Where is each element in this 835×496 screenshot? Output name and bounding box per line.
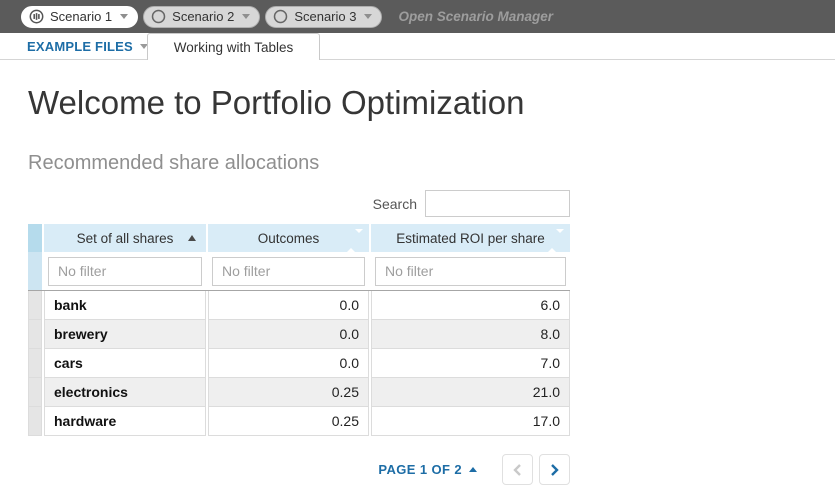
column-header-roi[interactable]: Estimated ROI per share [371,224,570,252]
table-body: bank 0.0 6.0 brewery 0.0 8.0 cars 0.0 7.… [28,291,570,436]
sort-both-icon [548,229,564,252]
page-title: Welcome to Portfolio Optimization [28,84,525,121]
row-gutter [28,349,42,378]
chevron-down-icon [364,14,373,19]
page-label: PAGE 1 OF 2 [378,462,462,477]
row-gutter [28,320,42,349]
chevron-up-icon [469,467,477,472]
filter-input-roi[interactable] [375,256,566,286]
section-title: Recommended share allocations [28,152,320,174]
example-files-menu[interactable]: EXAMPLE FILES [27,33,148,59]
column-label: Outcomes [257,230,320,246]
chevron-down-icon [120,14,129,19]
sort-ascending-icon [188,235,196,241]
cell-share-name: hardware [44,407,206,436]
open-scenario-manager-link[interactable]: Open Scenario Manager [398,9,554,24]
row-gutter [28,291,42,320]
filter-cell [208,252,369,290]
filter-cell [371,252,570,290]
example-files-label: EXAMPLE FILES [27,38,133,54]
table-row: electronics 0.25 21.0 [28,378,570,407]
tab-label: Working with Tables [173,39,294,55]
filter-cell [44,252,206,290]
column-label: Set of all shares [76,230,174,246]
table-row: bank 0.0 6.0 [28,291,570,320]
cell-share-name: brewery [44,320,206,349]
scenario-button[interactable]: Scenario 3 [265,5,383,28]
chevron-right-icon [551,463,559,476]
cell-roi: 7.0 [371,349,570,378]
scenario-loaded-icon [29,9,44,24]
cell-share-name: electronics [44,378,206,407]
cell-outcomes: 0.0 [208,349,369,378]
column-label: Estimated ROI per share [396,230,545,246]
cell-roi: 17.0 [371,407,570,436]
page-selector[interactable]: PAGE 1 OF 2 [378,462,477,477]
filter-gutter [28,252,42,290]
scenario-button[interactable]: Scenario 1 [21,5,139,28]
divider [601,58,605,59]
scenario-button[interactable]: Scenario 2 [143,5,261,28]
table-row: cars 0.0 7.0 [28,349,570,378]
search-row: Search [28,190,570,217]
row-gutter [28,378,42,407]
table-row: brewery 0.0 8.0 [28,320,570,349]
search-label: Search [372,195,417,212]
cell-share-name: bank [44,291,206,320]
row-gutter [28,407,42,436]
pagination: PAGE 1 OF 2 [28,454,570,485]
previous-page-button[interactable] [502,454,533,485]
cell-share-name: cars [44,349,206,378]
divider [719,58,723,59]
tab-bar: EXAMPLE FILES Working with Tables [0,33,835,60]
column-header-shares[interactable]: Set of all shares [44,224,206,252]
cell-outcomes: 0.0 [208,291,369,320]
next-page-button[interactable] [539,454,570,485]
cell-outcomes: 0.25 [208,378,369,407]
search-input[interactable] [425,190,570,217]
chevron-left-icon [513,463,521,476]
scenario-empty-icon [274,9,288,24]
filter-row [28,252,570,291]
chevron-down-icon [242,14,251,19]
scenario-label: Scenario 2 [172,9,235,24]
chevron-down-icon [139,43,148,49]
scenario-empty-icon [151,9,166,24]
filter-input-shares[interactable] [48,256,202,286]
header-gutter [28,224,42,252]
scenario-label: Scenario 3 [294,9,357,24]
cell-roi: 6.0 [371,291,570,320]
cell-outcomes: 0.25 [208,407,369,436]
cell-outcomes: 0.0 [208,320,369,349]
cell-roi: 21.0 [371,378,570,407]
scenario-label: Scenario 1 [50,9,113,24]
filter-input-outcomes[interactable] [212,256,365,286]
allocations-table: Set of all shares Outcomes Estimated ROI… [28,224,570,436]
column-header-outcomes[interactable]: Outcomes [208,224,369,252]
cell-roi: 8.0 [371,320,570,349]
sort-both-icon [347,229,363,252]
table-row: hardware 0.25 17.0 [28,407,570,436]
scenario-bar: Scenario 1 Scenario 2 Scenario 3 Open Sc… [0,0,835,33]
table-header-row: Set of all shares Outcomes Estimated ROI… [28,224,570,252]
tab-working-with-tables[interactable]: Working with Tables [147,33,320,60]
